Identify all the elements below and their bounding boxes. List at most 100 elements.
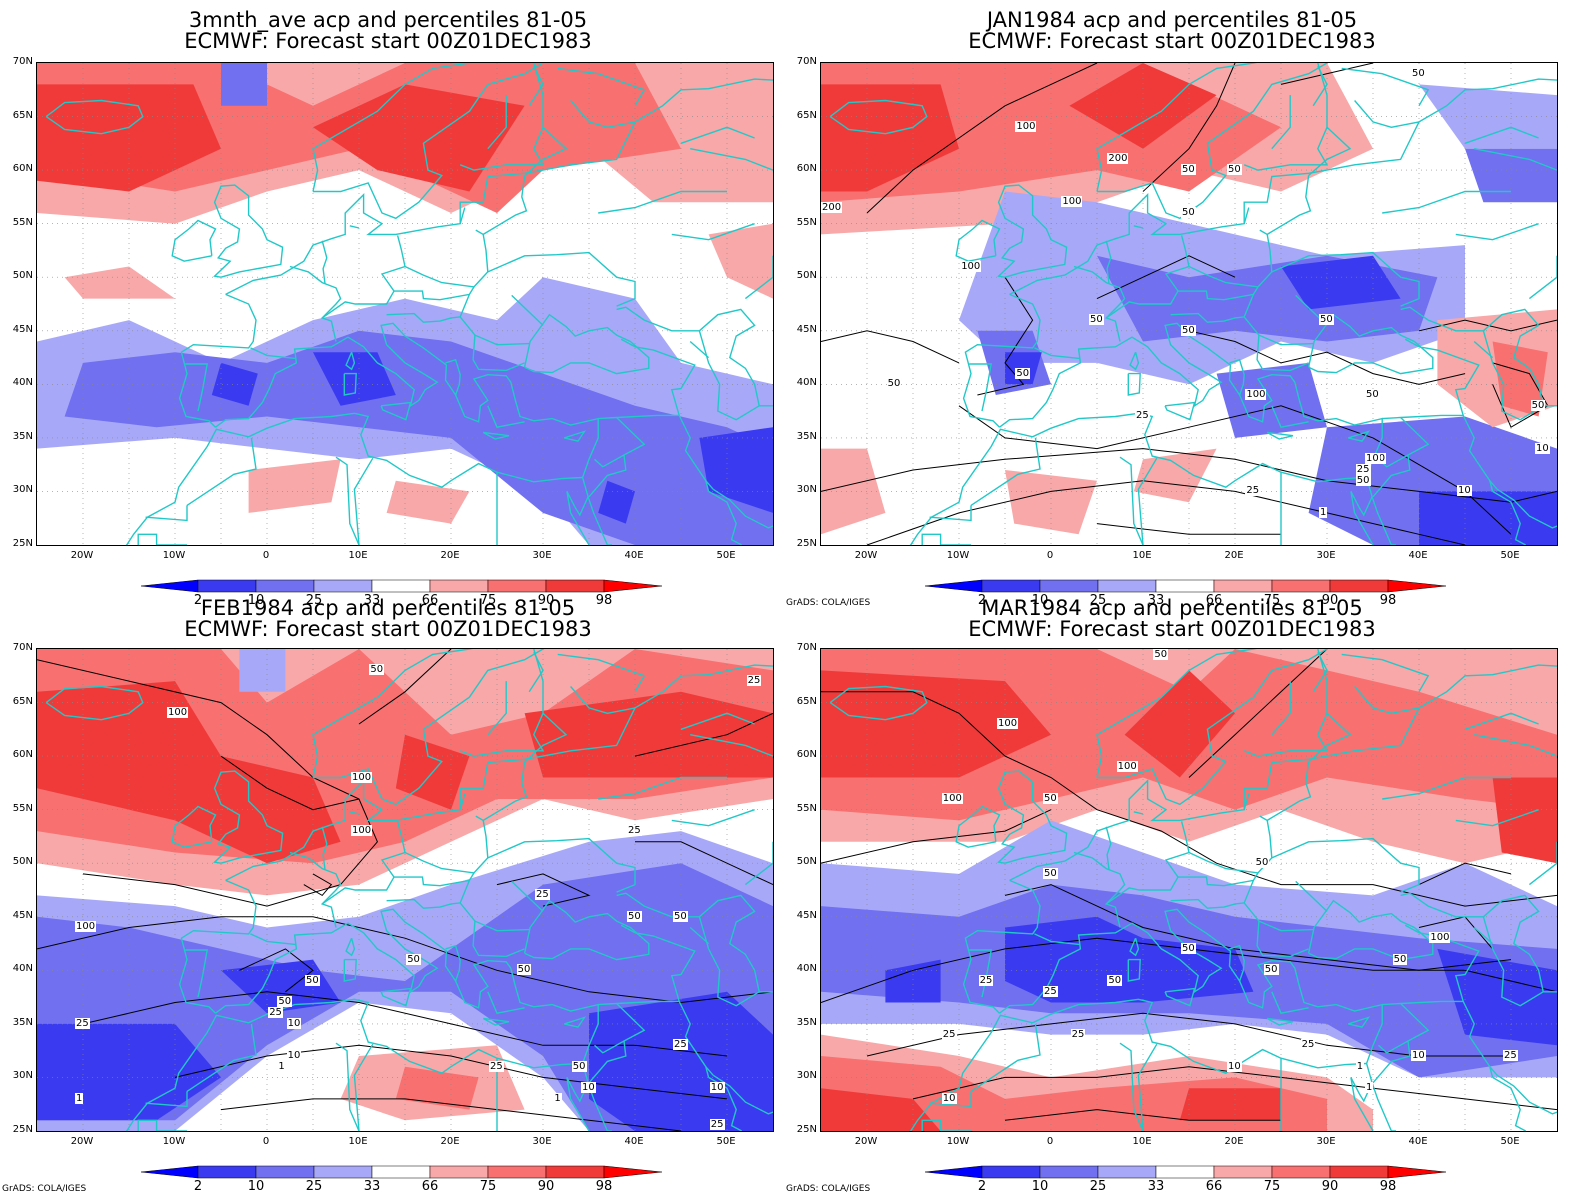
lon-label: 0	[262, 550, 270, 561]
coastline	[1341, 653, 1430, 693]
contour-line	[303, 873, 333, 897]
percentile-region	[821, 1088, 941, 1131]
coastline	[312, 63, 545, 220]
contour-label: 25	[1245, 485, 1261, 497]
contour-line	[496, 873, 591, 907]
contour-label: 10	[286, 1050, 302, 1062]
contour-label: 50	[1153, 649, 1169, 660]
percentile-region	[1005, 470, 1097, 535]
lon-label: 20E	[1224, 550, 1244, 561]
colorbar-segment	[1213, 1165, 1273, 1179]
contour-label: 50	[1411, 67, 1426, 79]
percentile-region	[821, 670, 1051, 778]
coastline	[1271, 991, 1309, 1014]
lon-label: 30E	[532, 550, 552, 561]
lat-label: 70N	[12, 642, 33, 653]
contour-label: 50	[406, 953, 421, 965]
colorbar-segment	[1039, 579, 1099, 593]
contour-line	[1142, 63, 1236, 192]
coastline	[250, 347, 297, 360]
coastline	[487, 251, 636, 307]
colorbar-label: 10	[247, 1179, 265, 1194]
colorbar-label: 10	[1031, 593, 1049, 608]
panel-title-line2: ECMWF: Forecast start 00Z01DEC1983	[968, 617, 1376, 641]
coastline	[1474, 148, 1557, 171]
coastline	[1455, 809, 1539, 827]
lon-label: 0	[1046, 1136, 1054, 1147]
lon-label: 10E	[348, 550, 368, 561]
panel-title-line1: JAN1984 acp and percentiles 81-05	[986, 8, 1358, 32]
coastline	[708, 490, 743, 545]
coastline	[137, 1119, 187, 1131]
percentile-region	[1124, 670, 1235, 778]
colorbar-segment	[429, 579, 489, 593]
lat-label: 25N	[12, 538, 33, 549]
panel-title-line1: MAR1984 acp and percentiles 81-05	[981, 596, 1363, 620]
lon-label: 10E	[1132, 550, 1152, 561]
coastline	[343, 958, 357, 982]
coastline	[997, 770, 1068, 864]
colorbar-label: 98	[1379, 593, 1397, 608]
lat-label: 50N	[12, 856, 33, 868]
contour-label: 1	[553, 1092, 562, 1104]
coastline	[1127, 372, 1141, 396]
coastline	[482, 431, 510, 440]
contour-label: 50	[1181, 164, 1196, 176]
percentile-region	[221, 63, 267, 106]
contour-label: 100	[167, 707, 189, 719]
coastline	[1372, 1040, 1411, 1084]
colorbar-label: 66	[421, 593, 439, 608]
lat-label: 35N	[796, 1016, 817, 1028]
coastline	[999, 908, 1383, 1064]
coastline	[1326, 78, 1557, 171]
coastline	[671, 223, 755, 241]
coastline	[321, 821, 406, 905]
colorbar-segment	[1155, 1165, 1215, 1179]
coastline	[744, 255, 773, 300]
contour-label: 50	[1089, 314, 1104, 326]
coastline	[1105, 826, 1112, 870]
lon-label: 30E	[1316, 1136, 1336, 1147]
percentile-region	[821, 448, 886, 535]
contour-label: 100	[960, 260, 982, 272]
lon-label: 0	[262, 1136, 270, 1147]
coastline	[962, 293, 1041, 428]
coastline	[587, 496, 612, 545]
coastline	[1341, 67, 1430, 107]
contour-label: 100	[1245, 389, 1267, 401]
contour-label: 10	[1227, 1060, 1242, 1072]
lat-label: 65N	[796, 695, 817, 707]
coastline	[349, 225, 360, 229]
coastline	[1462, 1001, 1491, 1068]
coastline	[999, 322, 1383, 478]
contour-line	[634, 712, 773, 757]
coastline	[921, 533, 971, 545]
coastline	[759, 405, 773, 407]
coastline	[1307, 899, 1434, 961]
coastline	[542, 78, 773, 171]
coastline	[472, 335, 525, 372]
coastline	[459, 793, 466, 810]
coastline	[588, 1040, 627, 1084]
colorbar-label: 25	[305, 1179, 323, 1194]
colorbar-segment	[255, 1165, 315, 1179]
lat-label: 55N	[796, 216, 817, 228]
panel-title-p1: 3mnth_ave acp and percentiles 81-05 ECMWF…	[8, 10, 768, 52]
grads-credit: GrADS: COLA/IGES	[786, 598, 871, 608]
lat-label: 65N	[12, 109, 33, 121]
colorbar-label: 98	[595, 1179, 613, 1194]
coastline	[680, 126, 755, 144]
percentile-region	[1492, 341, 1548, 417]
coastline	[1256, 335, 1309, 372]
percentile-region	[1437, 948, 1557, 1046]
panel-title-line1: FEB1984 acp and percentiles 81-05	[200, 596, 576, 620]
contour-line	[1004, 884, 1512, 971]
percentile-region	[1281, 255, 1401, 310]
coastline	[1034, 347, 1081, 360]
coastline	[759, 991, 773, 993]
coastline	[1009, 755, 1328, 882]
coastline	[335, 1042, 360, 1131]
coastline	[343, 372, 357, 396]
coastline	[225, 169, 544, 296]
contour-label: 50	[1392, 953, 1408, 965]
